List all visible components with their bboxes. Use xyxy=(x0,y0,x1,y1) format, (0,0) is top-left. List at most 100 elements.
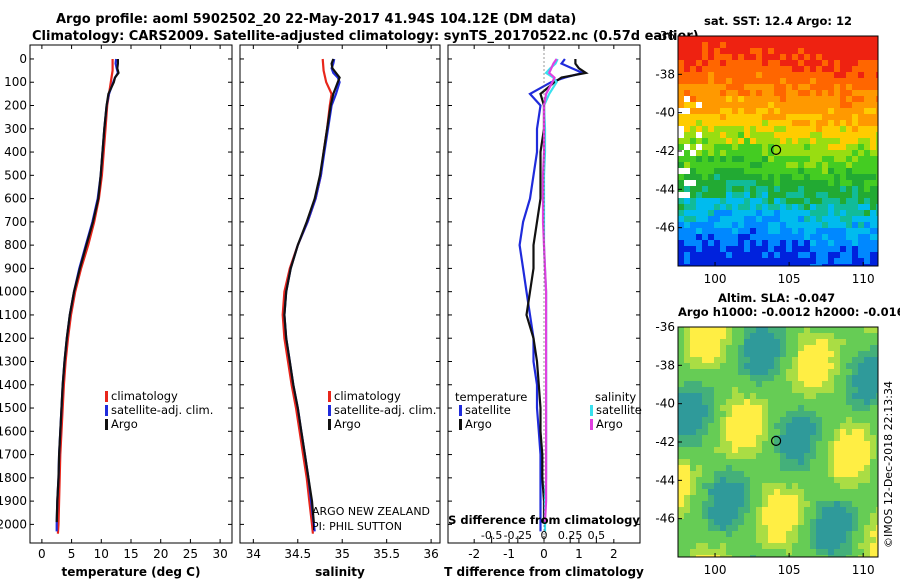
sla-map-cell xyxy=(798,363,804,369)
sst-map-cell xyxy=(780,54,786,60)
sst-map-cell xyxy=(828,90,834,96)
sla-map-cell xyxy=(726,489,732,495)
sla-map-cell xyxy=(804,357,810,363)
sst-map-cell xyxy=(840,90,846,96)
sst-map-cell xyxy=(762,210,768,216)
sla-map-cell xyxy=(834,495,840,501)
sst-map-cell xyxy=(876,48,878,54)
sst-map-cell xyxy=(738,264,744,266)
sla-map-cell xyxy=(678,483,684,489)
sla-map-cell xyxy=(756,393,762,399)
sla-map-cell xyxy=(756,465,762,471)
sst-map-cell xyxy=(870,72,876,78)
sst-map-cell xyxy=(870,198,876,204)
sla-map-cell xyxy=(708,453,714,459)
y-tick-label: 1900 xyxy=(0,494,27,508)
sst-map-cell xyxy=(858,78,864,84)
sla-map-cell xyxy=(846,339,852,345)
sst-map-cell xyxy=(756,180,762,186)
sla-map-cell xyxy=(732,333,738,339)
sst-map-cell xyxy=(816,120,822,126)
sst-map-cell xyxy=(834,36,840,42)
sst-map-cell xyxy=(714,72,720,78)
sst-map-cell xyxy=(732,36,738,42)
sla-map-cell xyxy=(714,477,720,483)
sst-map-cell xyxy=(804,120,810,126)
sla-map-cell xyxy=(690,411,696,417)
sla-map-cell xyxy=(786,483,792,489)
sla-map-cell xyxy=(774,507,780,513)
sla-map-cell xyxy=(696,549,702,555)
sst-map-cell xyxy=(726,150,732,156)
sst-map-cell xyxy=(834,66,840,72)
sst-map-cell xyxy=(702,264,708,266)
sst-map-cell xyxy=(678,96,684,102)
sst-map-cell xyxy=(822,54,828,60)
sst-map-cell xyxy=(792,120,798,126)
sla-map-cell xyxy=(732,351,738,357)
sla-map-cell xyxy=(816,327,822,333)
sla-map-cell xyxy=(732,501,738,507)
sst-map-cell xyxy=(690,132,696,138)
sla-map-cell xyxy=(762,525,768,531)
sst-map-cell xyxy=(852,72,858,78)
sst-map-cell xyxy=(804,174,810,180)
sst-map-cell xyxy=(852,144,858,150)
sla-map-cell xyxy=(696,483,702,489)
sla-map-cell xyxy=(762,489,768,495)
sst-map-cell xyxy=(780,90,786,96)
sla-map-cell xyxy=(714,459,720,465)
sla-map-cell xyxy=(708,459,714,465)
chart-title-line1: Argo profile: aoml 5902502_20 22-May-201… xyxy=(56,12,577,27)
sla-map-cell xyxy=(786,411,792,417)
sst-map-cell xyxy=(720,144,726,150)
sla-map-cell xyxy=(678,357,684,363)
sla-map-cell xyxy=(690,549,696,555)
sst-map-cell xyxy=(732,48,738,54)
sla-map-cell xyxy=(852,483,858,489)
sla-map-cell xyxy=(756,537,762,543)
sla-map-cell xyxy=(876,465,878,471)
sst-map-cell xyxy=(870,132,876,138)
sla-map-cell xyxy=(690,531,696,537)
sla-map-cell xyxy=(708,549,714,555)
sst-map-cell xyxy=(768,72,774,78)
sla-map-cell xyxy=(762,375,768,381)
sst-map-cell xyxy=(846,216,852,222)
sla-map-cell xyxy=(822,351,828,357)
sla-map-cell xyxy=(714,453,720,459)
sst-map-cell xyxy=(720,198,726,204)
sst-map-cell xyxy=(756,162,762,168)
sst-map-cell xyxy=(870,234,876,240)
map-y-tick-label: -44 xyxy=(655,473,675,487)
sla-map-cell xyxy=(750,471,756,477)
sst-map-cell xyxy=(786,132,792,138)
sla-map-cell xyxy=(684,543,690,549)
sst-map-cell xyxy=(864,54,870,60)
sla-map-cell xyxy=(834,441,840,447)
sst-map-cell xyxy=(726,144,732,150)
sla-map-cell xyxy=(714,465,720,471)
sst-map-cell xyxy=(798,240,804,246)
sst-map-cell xyxy=(834,42,840,48)
sst-map-cell xyxy=(840,252,846,258)
sla-map-cell xyxy=(840,483,846,489)
sst-map-cell xyxy=(852,132,858,138)
sla-map-cell xyxy=(738,543,744,549)
map-y-tick-label: -46 xyxy=(655,512,675,526)
sst-map-cell xyxy=(750,228,756,234)
sla-map-cell xyxy=(756,513,762,519)
sla-map-cell xyxy=(702,537,708,543)
sst-map-cell xyxy=(696,108,702,114)
sla-map-cell xyxy=(810,381,816,387)
sla-map-cell xyxy=(690,345,696,351)
sla-map-cell xyxy=(822,429,828,435)
sla-map-cell xyxy=(720,465,726,471)
sla-map-cell xyxy=(816,483,822,489)
sst-map-cell xyxy=(678,162,684,168)
sla-map-cell xyxy=(714,555,720,557)
sla-map-cell xyxy=(858,369,864,375)
sst-map-cell xyxy=(834,228,840,234)
sst-map-cell xyxy=(696,42,702,48)
sla-map-cell xyxy=(696,531,702,537)
